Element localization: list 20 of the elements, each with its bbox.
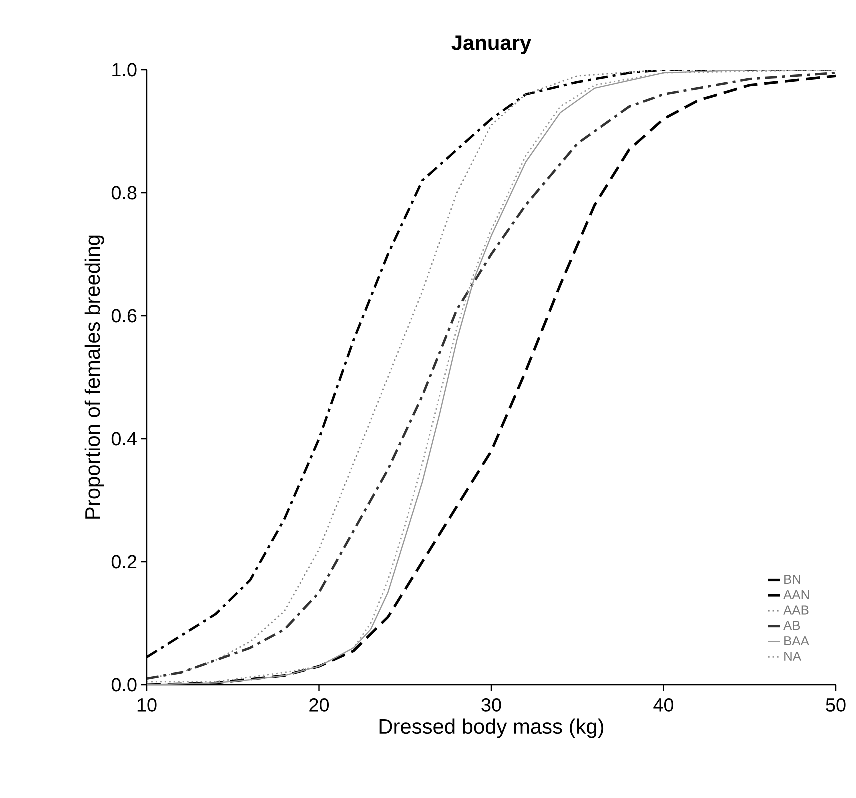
x-tick-label: 30 (482, 698, 502, 712)
y-tick-label: 0.4 (112, 432, 137, 446)
x-tick-label: 10 (138, 698, 157, 712)
y-tick-label: 0.6 (112, 309, 137, 323)
y-tick-label: 0.2 (112, 555, 137, 569)
legend-label: AB (784, 621, 800, 630)
legend-label: NA (784, 652, 802, 661)
legend-label: AAB (784, 606, 809, 615)
x-axis-title: Dressed body mass (kg) (380, 718, 604, 738)
legend-label: BN (784, 575, 800, 584)
y-tick-label: 0.0 (112, 678, 137, 692)
y-tick-label: 1.0 (112, 63, 137, 77)
legend-label: AAN (784, 590, 810, 600)
x-tick-label: 40 (654, 698, 674, 712)
legend-label: BAA (784, 636, 810, 646)
y-tick-label: 0.8 (112, 186, 137, 200)
x-tick-label: 20 (310, 698, 330, 712)
y-axis-title: Proportion of females breeding (84, 236, 104, 519)
chart-title: January (452, 36, 532, 55)
x-tick-label: 50 (826, 698, 846, 712)
